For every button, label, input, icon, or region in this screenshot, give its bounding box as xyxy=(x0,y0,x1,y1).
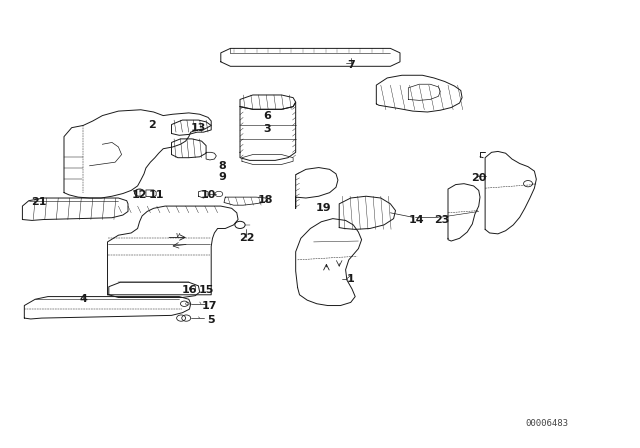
Text: 10: 10 xyxy=(201,190,216,200)
Text: 16: 16 xyxy=(182,285,197,295)
Text: 20: 20 xyxy=(471,173,486,183)
Text: 3: 3 xyxy=(264,124,271,134)
Text: 23: 23 xyxy=(434,215,449,224)
Text: 18: 18 xyxy=(258,195,273,205)
Text: 00006483: 00006483 xyxy=(525,419,569,428)
Text: 9: 9 xyxy=(219,172,227,182)
Text: 5: 5 xyxy=(207,315,215,325)
Text: 13: 13 xyxy=(191,123,206,133)
Text: 2: 2 xyxy=(148,121,156,130)
Text: 6: 6 xyxy=(264,112,271,121)
Text: 8: 8 xyxy=(219,161,227,171)
Text: v: v xyxy=(176,232,180,238)
Text: 1: 1 xyxy=(347,274,355,284)
Text: 21: 21 xyxy=(31,197,46,207)
Text: 17: 17 xyxy=(202,301,218,310)
Text: 19: 19 xyxy=(316,203,332,213)
Text: 15: 15 xyxy=(198,285,214,295)
Text: 11: 11 xyxy=(149,190,164,200)
Text: 4: 4 xyxy=(79,294,87,304)
Text: 12: 12 xyxy=(132,190,147,200)
Text: 14: 14 xyxy=(408,215,424,224)
Text: 22: 22 xyxy=(239,233,254,243)
Text: 7: 7 xyxy=(347,60,355,69)
